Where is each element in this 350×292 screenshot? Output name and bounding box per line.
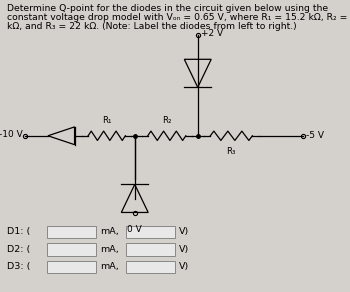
FancyBboxPatch shape [47,261,96,273]
Text: mA,: mA, [100,227,119,236]
Text: -10 V: -10 V [0,130,23,139]
Text: V): V) [178,227,189,236]
Text: D1: (: D1: ( [7,227,30,236]
Text: D2: (: D2: ( [7,245,30,254]
Text: mA,: mA, [100,245,119,254]
Text: +2 V: +2 V [201,29,223,38]
Text: D3: (: D3: ( [7,263,30,271]
Text: R₁: R₁ [102,116,112,125]
FancyBboxPatch shape [47,226,96,238]
Text: 0 V: 0 V [127,225,142,234]
Text: V): V) [178,263,189,271]
Text: V): V) [178,245,189,254]
Text: -5 V: -5 V [306,131,324,140]
Text: constant voltage drop model with Vₒₙ = 0.65 V, where R₁ = 15.2 kΩ, R₂ = 24: constant voltage drop model with Vₒₙ = 0… [7,13,350,22]
FancyBboxPatch shape [126,243,175,256]
FancyBboxPatch shape [47,243,96,256]
FancyBboxPatch shape [126,226,175,238]
Text: R₃: R₃ [226,147,236,157]
Text: Determine Q-point for the diodes in the circuit given below using the: Determine Q-point for the diodes in the … [7,4,328,13]
Text: mA,: mA, [100,263,119,271]
Text: kΩ, and R₃ = 22 kΩ. (Note: Label the diodes from left to right.): kΩ, and R₃ = 22 kΩ. (Note: Label the dio… [7,22,297,32]
Text: R₂: R₂ [162,116,172,125]
FancyBboxPatch shape [126,261,175,273]
